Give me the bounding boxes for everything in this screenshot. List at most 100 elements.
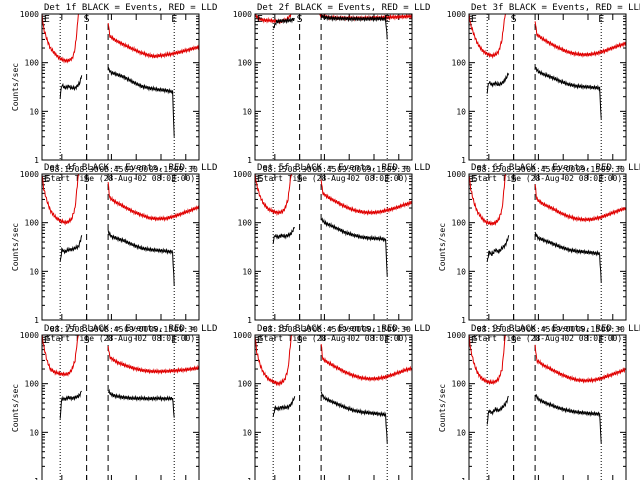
plot-frame xyxy=(41,334,200,480)
y-tick-label: 10 xyxy=(29,107,39,116)
y-tick-label: 10 xyxy=(242,428,252,437)
x-tick-label: 08:45 xyxy=(99,325,123,334)
y-tick-label: 1 xyxy=(247,477,252,480)
events-series-line xyxy=(486,72,510,94)
panel-title: Det 1f BLACK = Events, RED = LLD xyxy=(44,3,217,13)
x-tick-label: 09:00 xyxy=(337,165,361,174)
segment-marker-e: E xyxy=(598,335,604,346)
segment-marker-e: E xyxy=(471,14,477,25)
segment-marker-e: E xyxy=(384,335,390,346)
lld-series-line xyxy=(320,344,412,382)
x-tick-label: 08:30 xyxy=(502,325,526,334)
x-axis-label: Start Time (28-Aug-02 08:03:00) xyxy=(46,334,195,343)
x-tick-label: 08:30 xyxy=(288,165,312,174)
lld-series-line xyxy=(42,335,79,378)
y-tick-label: 1 xyxy=(461,477,466,480)
panel-title: Det 8f BLACK = Events, RED = LLD xyxy=(257,324,430,334)
y-tick-label: 1000 xyxy=(447,331,466,340)
y-axis-label: Counts/sec xyxy=(11,223,20,271)
y-tick-label: 1 xyxy=(247,156,252,165)
segment-marker-e: E xyxy=(44,174,50,185)
segment-marker-s: S xyxy=(297,335,303,346)
plot-frame xyxy=(41,173,200,321)
segment-marker-e: E xyxy=(257,335,263,346)
events-series-line xyxy=(107,229,175,287)
segment-marker-e: E xyxy=(171,174,177,185)
y-tick-label: 10 xyxy=(456,107,466,116)
events-series-line xyxy=(534,394,602,444)
x-tick-label: 08:15 xyxy=(263,325,287,334)
events-series-line xyxy=(486,235,510,262)
y-tick-label: 100 xyxy=(452,380,467,389)
lld-series-line xyxy=(534,184,626,223)
panel-det-7f: Det 7f BLACK = Events, RED = LLD 1 10 100 10… xyxy=(11,324,217,480)
x-tick-label: 09:30 xyxy=(601,325,625,334)
x-tick-label: 09:00 xyxy=(124,325,148,334)
segment-marker-e: E xyxy=(171,14,177,25)
y-axis-label: Counts/sec xyxy=(438,223,447,271)
events-series-line xyxy=(59,390,82,419)
events-series-line xyxy=(272,227,296,244)
x-tick-label: 08:45 xyxy=(312,325,336,334)
x-tick-label: 08:15 xyxy=(477,165,501,174)
x-tick-label: 08:15 xyxy=(477,325,501,334)
events-series-line xyxy=(534,66,602,119)
segment-marker-s: S xyxy=(511,14,517,25)
x-tick-label: 09:15 xyxy=(362,325,386,334)
y-tick-label: 1000 xyxy=(233,331,252,340)
plot-frame xyxy=(468,13,627,161)
x-axis-label: Start Time (28-Aug-02 08:03:00) xyxy=(46,174,195,183)
y-tick-label: 1000 xyxy=(447,170,466,179)
y-tick-label: 1 xyxy=(34,316,39,325)
segment-marker-e: E xyxy=(384,174,390,185)
y-axis-label: Counts/sec xyxy=(11,63,20,111)
y-tick-label: 10 xyxy=(456,428,466,437)
y-tick-label: 1 xyxy=(34,156,39,165)
x-tick-label: 08:45 xyxy=(526,325,550,334)
y-tick-label: 1 xyxy=(461,316,466,325)
plot-frame xyxy=(254,334,413,480)
y-tick-label: 10 xyxy=(242,267,252,276)
events-series-line xyxy=(59,75,83,99)
events-series-line xyxy=(272,396,296,417)
segment-marker-s: S xyxy=(297,174,303,185)
y-tick-label: 10 xyxy=(242,107,252,116)
segment-marker-e: E xyxy=(257,14,263,25)
y-tick-label: 10 xyxy=(29,267,39,276)
segment-marker-e: E xyxy=(44,14,50,25)
lld-series-line xyxy=(469,14,506,59)
plot-frame xyxy=(254,13,413,161)
x-tick-label: 09:15 xyxy=(576,165,600,174)
x-tick-label: 09:15 xyxy=(149,165,173,174)
y-tick-label: 1 xyxy=(34,477,39,480)
lld-series-line xyxy=(42,14,79,64)
panel-title: Det 9f BLACK = Events, RED = LLD xyxy=(471,324,640,334)
x-tick-label: 09:30 xyxy=(174,325,198,334)
y-tick-label: 100 xyxy=(25,219,40,228)
y-tick-label: 1000 xyxy=(447,10,466,19)
segment-marker-e: E xyxy=(471,335,477,346)
events-series-line xyxy=(107,66,175,137)
y-tick-label: 1000 xyxy=(20,331,39,340)
events-series-line xyxy=(59,235,83,262)
x-axis-label: Start Time (28-Aug-02 08:03:00) xyxy=(473,174,622,183)
events-series-line xyxy=(486,395,509,425)
panel-title: Det 5f BLACK = Events, RED = LLD xyxy=(257,163,430,173)
lld-series-line xyxy=(42,174,79,226)
y-tick-label: 1 xyxy=(461,156,466,165)
lld-series-line xyxy=(469,335,506,386)
x-tick-label: 08:15 xyxy=(50,165,74,174)
events-series-line xyxy=(534,231,602,283)
segment-marker-e: E xyxy=(471,174,477,185)
segment-marker-s: S xyxy=(84,174,90,185)
y-tick-label: 1000 xyxy=(233,170,252,179)
lld-series-line xyxy=(255,174,292,217)
x-tick-label: 08:45 xyxy=(99,165,123,174)
plot-frame xyxy=(254,173,413,321)
segment-marker-e: E xyxy=(44,335,50,346)
panel-det-3f: Det 3f BLACK = Events, RED = LLD 1 10 100 10… xyxy=(447,3,640,183)
segment-marker-s: S xyxy=(511,174,517,185)
segment-marker-s: S xyxy=(84,14,90,25)
x-tick-label: 09:00 xyxy=(124,165,148,174)
